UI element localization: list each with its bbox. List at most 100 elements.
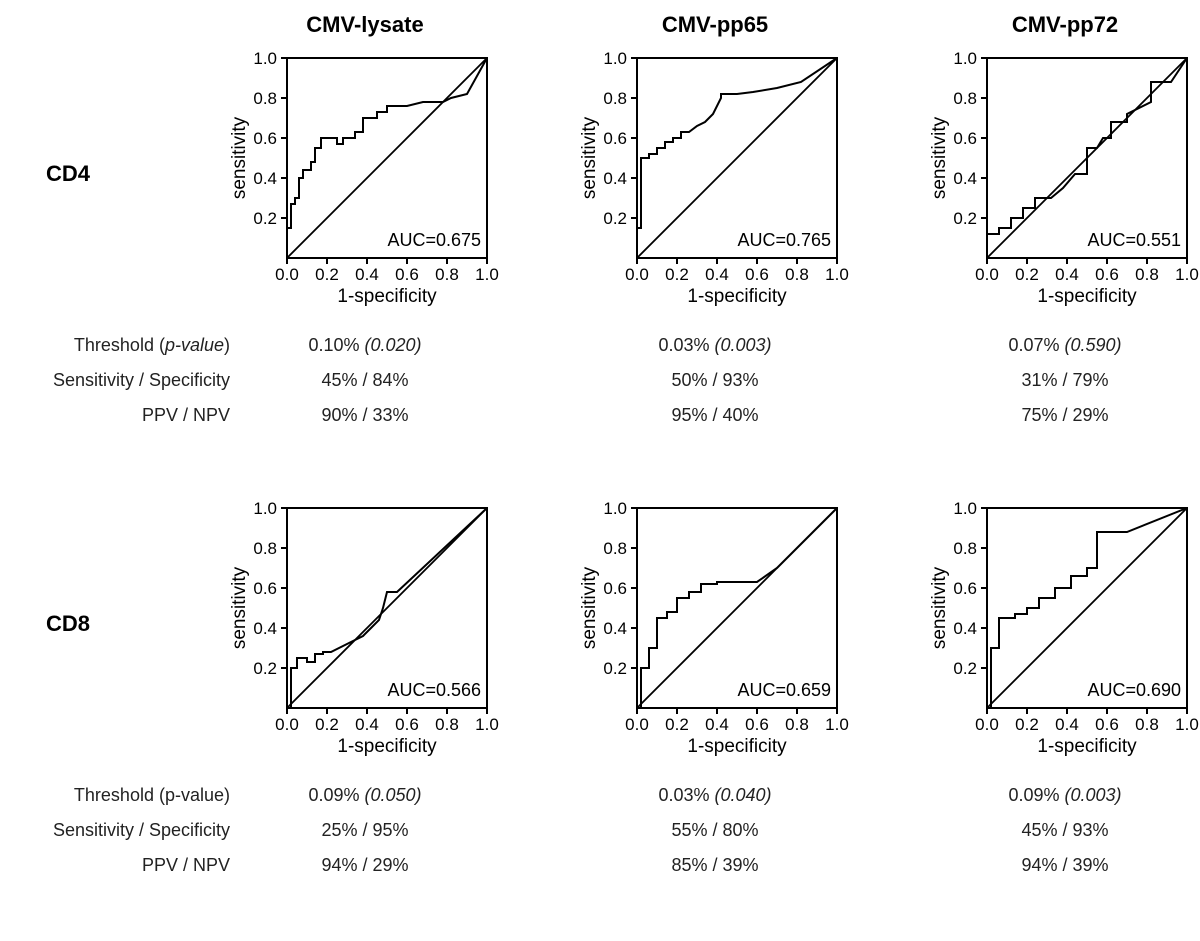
y-tick-label: 0.6 (253, 129, 277, 148)
y-axis-title: sensitivity (929, 566, 950, 649)
y-tick-label: 0.4 (603, 169, 627, 188)
x-tick-label: 0.4 (355, 265, 379, 284)
x-tick-label: 0.2 (1015, 265, 1039, 284)
x-axis-title: 1-specificity (1037, 736, 1137, 757)
stats-label-threshold: Threshold (p-value) (30, 785, 230, 806)
y-tick-label: 0.6 (603, 129, 627, 148)
stats-label-ppv-npv: PPV / NPV (30, 405, 230, 426)
stats-threshold: 0.10% (0.020) (265, 335, 465, 356)
x-tick-label: 0.0 (975, 265, 999, 284)
x-tick-label: 0.4 (705, 715, 729, 734)
p-value: (0.050) (365, 785, 422, 805)
col-title: CMV-pp72 (945, 12, 1185, 38)
roc-svg: 0.00.20.40.60.81.00.20.40.60.81.01-speci… (575, 40, 855, 320)
row-title: CD4 (30, 161, 90, 187)
x-tick-label: 1.0 (475, 265, 499, 284)
p-value: (0.040) (715, 785, 772, 805)
y-tick-label: 0.4 (953, 619, 977, 638)
x-tick-label: 0.0 (625, 715, 649, 734)
x-tick-label: 1.0 (825, 265, 849, 284)
stats-sens-spec: 31% / 79% (965, 370, 1165, 391)
stats-threshold: 0.03% (0.040) (615, 785, 815, 806)
roc-svg: 0.00.20.40.60.81.00.20.40.60.81.01-speci… (925, 40, 1200, 320)
y-tick-label: 0.2 (603, 209, 627, 228)
stats-threshold: 0.03% (0.003) (615, 335, 815, 356)
stats-label-threshold: Threshold (p-value) (30, 335, 230, 356)
x-tick-label: 0.8 (785, 265, 809, 284)
x-tick-label: 0.8 (1135, 715, 1159, 734)
roc-panel: 0.00.20.40.60.81.00.20.40.60.81.01-speci… (575, 490, 855, 770)
auc-label: AUC=0.659 (737, 680, 831, 700)
y-tick-label: 1.0 (603, 49, 627, 68)
x-tick-label: 1.0 (1175, 265, 1199, 284)
stats-sens-spec: 50% / 93% (615, 370, 815, 391)
x-tick-label: 1.0 (475, 715, 499, 734)
col-title: CMV-lysate (245, 12, 485, 38)
x-tick-label: 0.2 (1015, 715, 1039, 734)
x-tick-label: 1.0 (825, 715, 849, 734)
x-tick-label: 0.2 (315, 265, 339, 284)
x-tick-label: 0.2 (665, 265, 689, 284)
y-tick-label: 0.8 (953, 539, 977, 558)
diagonal-line (287, 508, 487, 708)
y-tick-label: 0.6 (953, 579, 977, 598)
roc-panel: 0.00.20.40.60.81.00.20.40.60.81.01-speci… (925, 490, 1200, 770)
x-tick-label: 0.8 (785, 715, 809, 734)
stats-sens-spec: 25% / 95% (265, 820, 465, 841)
y-tick-label: 1.0 (253, 49, 277, 68)
x-tick-label: 0.6 (395, 715, 419, 734)
stats-sens-spec: 55% / 80% (615, 820, 815, 841)
stats-label-ppv-npv: PPV / NPV (30, 855, 230, 876)
stats-sens-spec: 45% / 93% (965, 820, 1165, 841)
y-axis-title: sensitivity (229, 116, 250, 199)
y-tick-label: 0.8 (253, 89, 277, 108)
y-tick-label: 1.0 (603, 499, 627, 518)
roc-svg: 0.00.20.40.60.81.00.20.40.60.81.01-speci… (225, 490, 505, 770)
x-axis-title: 1-specificity (687, 736, 787, 757)
y-tick-label: 0.6 (603, 579, 627, 598)
p-value: (0.020) (365, 335, 422, 355)
y-tick-label: 0.4 (953, 169, 977, 188)
y-axis-title: sensitivity (929, 116, 950, 199)
y-tick-label: 0.4 (253, 169, 277, 188)
x-tick-label: 0.2 (665, 715, 689, 734)
x-tick-label: 0.6 (1095, 715, 1119, 734)
x-tick-label: 0.8 (435, 715, 459, 734)
x-tick-label: 0.6 (745, 715, 769, 734)
x-tick-label: 1.0 (1175, 715, 1199, 734)
y-tick-label: 1.0 (953, 499, 977, 518)
y-tick-label: 0.6 (253, 579, 277, 598)
diagonal-line (987, 508, 1187, 708)
stats-ppv-npv: 94% / 39% (965, 855, 1165, 876)
stats-ppv-npv: 95% / 40% (615, 405, 815, 426)
stats-sens-spec: 45% / 84% (265, 370, 465, 391)
y-tick-label: 0.8 (603, 89, 627, 108)
col-title: CMV-pp65 (595, 12, 835, 38)
roc-panel: 0.00.20.40.60.81.00.20.40.60.81.01-speci… (225, 40, 505, 320)
diagonal-line (287, 58, 487, 258)
y-tick-label: 0.2 (253, 209, 277, 228)
roc-panel: 0.00.20.40.60.81.00.20.40.60.81.01-speci… (225, 490, 505, 770)
roc-panel: 0.00.20.40.60.81.00.20.40.60.81.01-speci… (575, 40, 855, 320)
p-value: (0.003) (715, 335, 772, 355)
y-tick-label: 0.8 (253, 539, 277, 558)
auc-label: AUC=0.551 (1087, 230, 1181, 250)
roc-svg: 0.00.20.40.60.81.00.20.40.60.81.01-speci… (225, 40, 505, 320)
roc-panel: 0.00.20.40.60.81.00.20.40.60.81.01-speci… (925, 40, 1200, 320)
x-tick-label: 0.0 (975, 715, 999, 734)
y-tick-label: 0.4 (603, 619, 627, 638)
y-tick-label: 0.8 (603, 539, 627, 558)
stats-label-sens-spec: Sensitivity / Specificity (30, 370, 230, 391)
stats-label-sens-spec: Sensitivity / Specificity (30, 820, 230, 841)
row-title: CD8 (30, 611, 90, 637)
y-axis-title: sensitivity (229, 566, 250, 649)
roc-svg: 0.00.20.40.60.81.00.20.40.60.81.01-speci… (925, 490, 1200, 770)
stats-ppv-npv: 90% / 33% (265, 405, 465, 426)
x-tick-label: 0.4 (705, 265, 729, 284)
y-tick-label: 0.2 (953, 209, 977, 228)
auc-label: AUC=0.690 (1087, 680, 1181, 700)
roc-svg: 0.00.20.40.60.81.00.20.40.60.81.01-speci… (575, 490, 855, 770)
y-axis-title: sensitivity (579, 566, 600, 649)
x-axis-title: 1-specificity (687, 286, 787, 307)
stats-threshold: 0.07% (0.590) (965, 335, 1165, 356)
